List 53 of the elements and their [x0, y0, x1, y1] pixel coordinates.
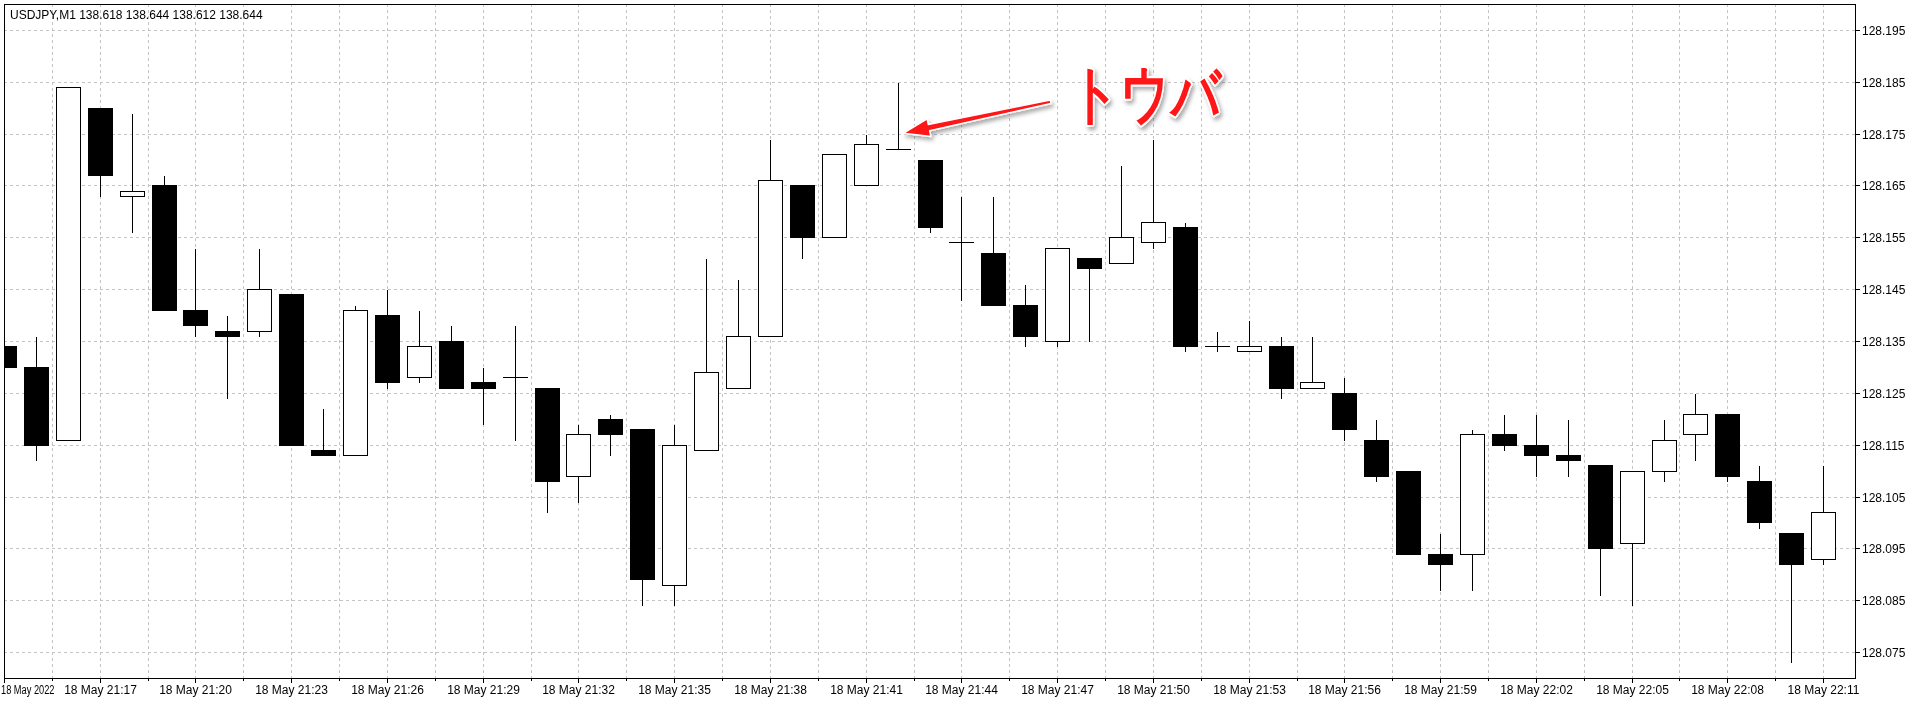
- y-tick-label: 128.095: [1862, 541, 1906, 556]
- x-tick-label: 18 May 22:05: [1596, 683, 1670, 697]
- candlestick: [1524, 414, 1549, 477]
- x-tick-label: 18 May 21:41: [830, 683, 904, 697]
- y-tick-label: 128.195: [1862, 23, 1906, 38]
- x-tick-label: 18 May 21:44: [925, 683, 999, 697]
- x-tick-label: 18 May 21:59: [1404, 683, 1478, 697]
- chart-title: USDJPY,M1 138.618 138.644 138.612 138.644: [10, 8, 263, 22]
- x-tick-label: 18 May 21:35: [638, 683, 712, 697]
- y-tick-label: 128.145: [1862, 282, 1906, 297]
- candlestick: [1556, 419, 1581, 477]
- candlestick: [183, 248, 208, 337]
- y-tick-label: 128.155: [1862, 230, 1906, 245]
- y-tick-label: 128.125: [1862, 386, 1906, 401]
- candlestick: [471, 367, 496, 425]
- candlestick: [503, 325, 528, 441]
- x-tick-label: 18 May 21:47: [1021, 683, 1095, 697]
- candlestick: [1683, 393, 1708, 461]
- x-tick-label: 18 May 21:26: [351, 683, 425, 697]
- x-tick-label: 18 May 21:32: [542, 683, 616, 697]
- candlestick: [1141, 139, 1166, 249]
- x-tick-label: 18 May 21:53: [1213, 683, 1287, 697]
- x-tick-label: 18 May 21:23: [255, 683, 329, 697]
- x-tick-label: 18 May 21:38: [734, 683, 808, 697]
- x-tick-label: 18 May 22:11: [1787, 683, 1860, 697]
- candlestick: [949, 196, 974, 301]
- x-tick-label: 18 May 21:29: [447, 683, 521, 697]
- candlestick: [1077, 258, 1102, 342]
- x-tick-label: 18 May 21:20: [159, 683, 233, 697]
- candlestick: [1428, 533, 1453, 591]
- candlestick: [120, 113, 145, 233]
- candlestick: [215, 315, 240, 399]
- x-tick-label: 18 May 21:56: [1308, 683, 1382, 697]
- y-tick-label: 128.075: [1862, 645, 1906, 660]
- x-tick-label: 18 May 22:08: [1691, 683, 1765, 697]
- annotation: トウバ: [1069, 57, 1268, 132]
- candlestick: [1237, 320, 1262, 352]
- y-tick-label: 128.135: [1862, 334, 1906, 349]
- y-tick-label: 128.175: [1862, 127, 1906, 142]
- y-tick-label: 128.165: [1862, 178, 1906, 193]
- x-tick-label: 18 May 22:02: [1500, 683, 1574, 697]
- candlestick: [886, 82, 911, 151]
- candlestick: [1205, 331, 1230, 352]
- candlestick: [311, 408, 336, 456]
- candlestick: [1300, 336, 1325, 389]
- y-tick-label: 128.105: [1862, 490, 1906, 505]
- y-tick-label: 128.185: [1862, 75, 1906, 90]
- candlestick: [598, 414, 623, 456]
- y-tick-label: 128.085: [1862, 593, 1906, 608]
- y-tick-label: 128.115: [1862, 438, 1905, 453]
- x-tick-label: 18 May 21:17: [64, 683, 138, 697]
- candlestick: [1492, 414, 1517, 451]
- x-tick-label: 18 May 21:50: [1117, 683, 1191, 697]
